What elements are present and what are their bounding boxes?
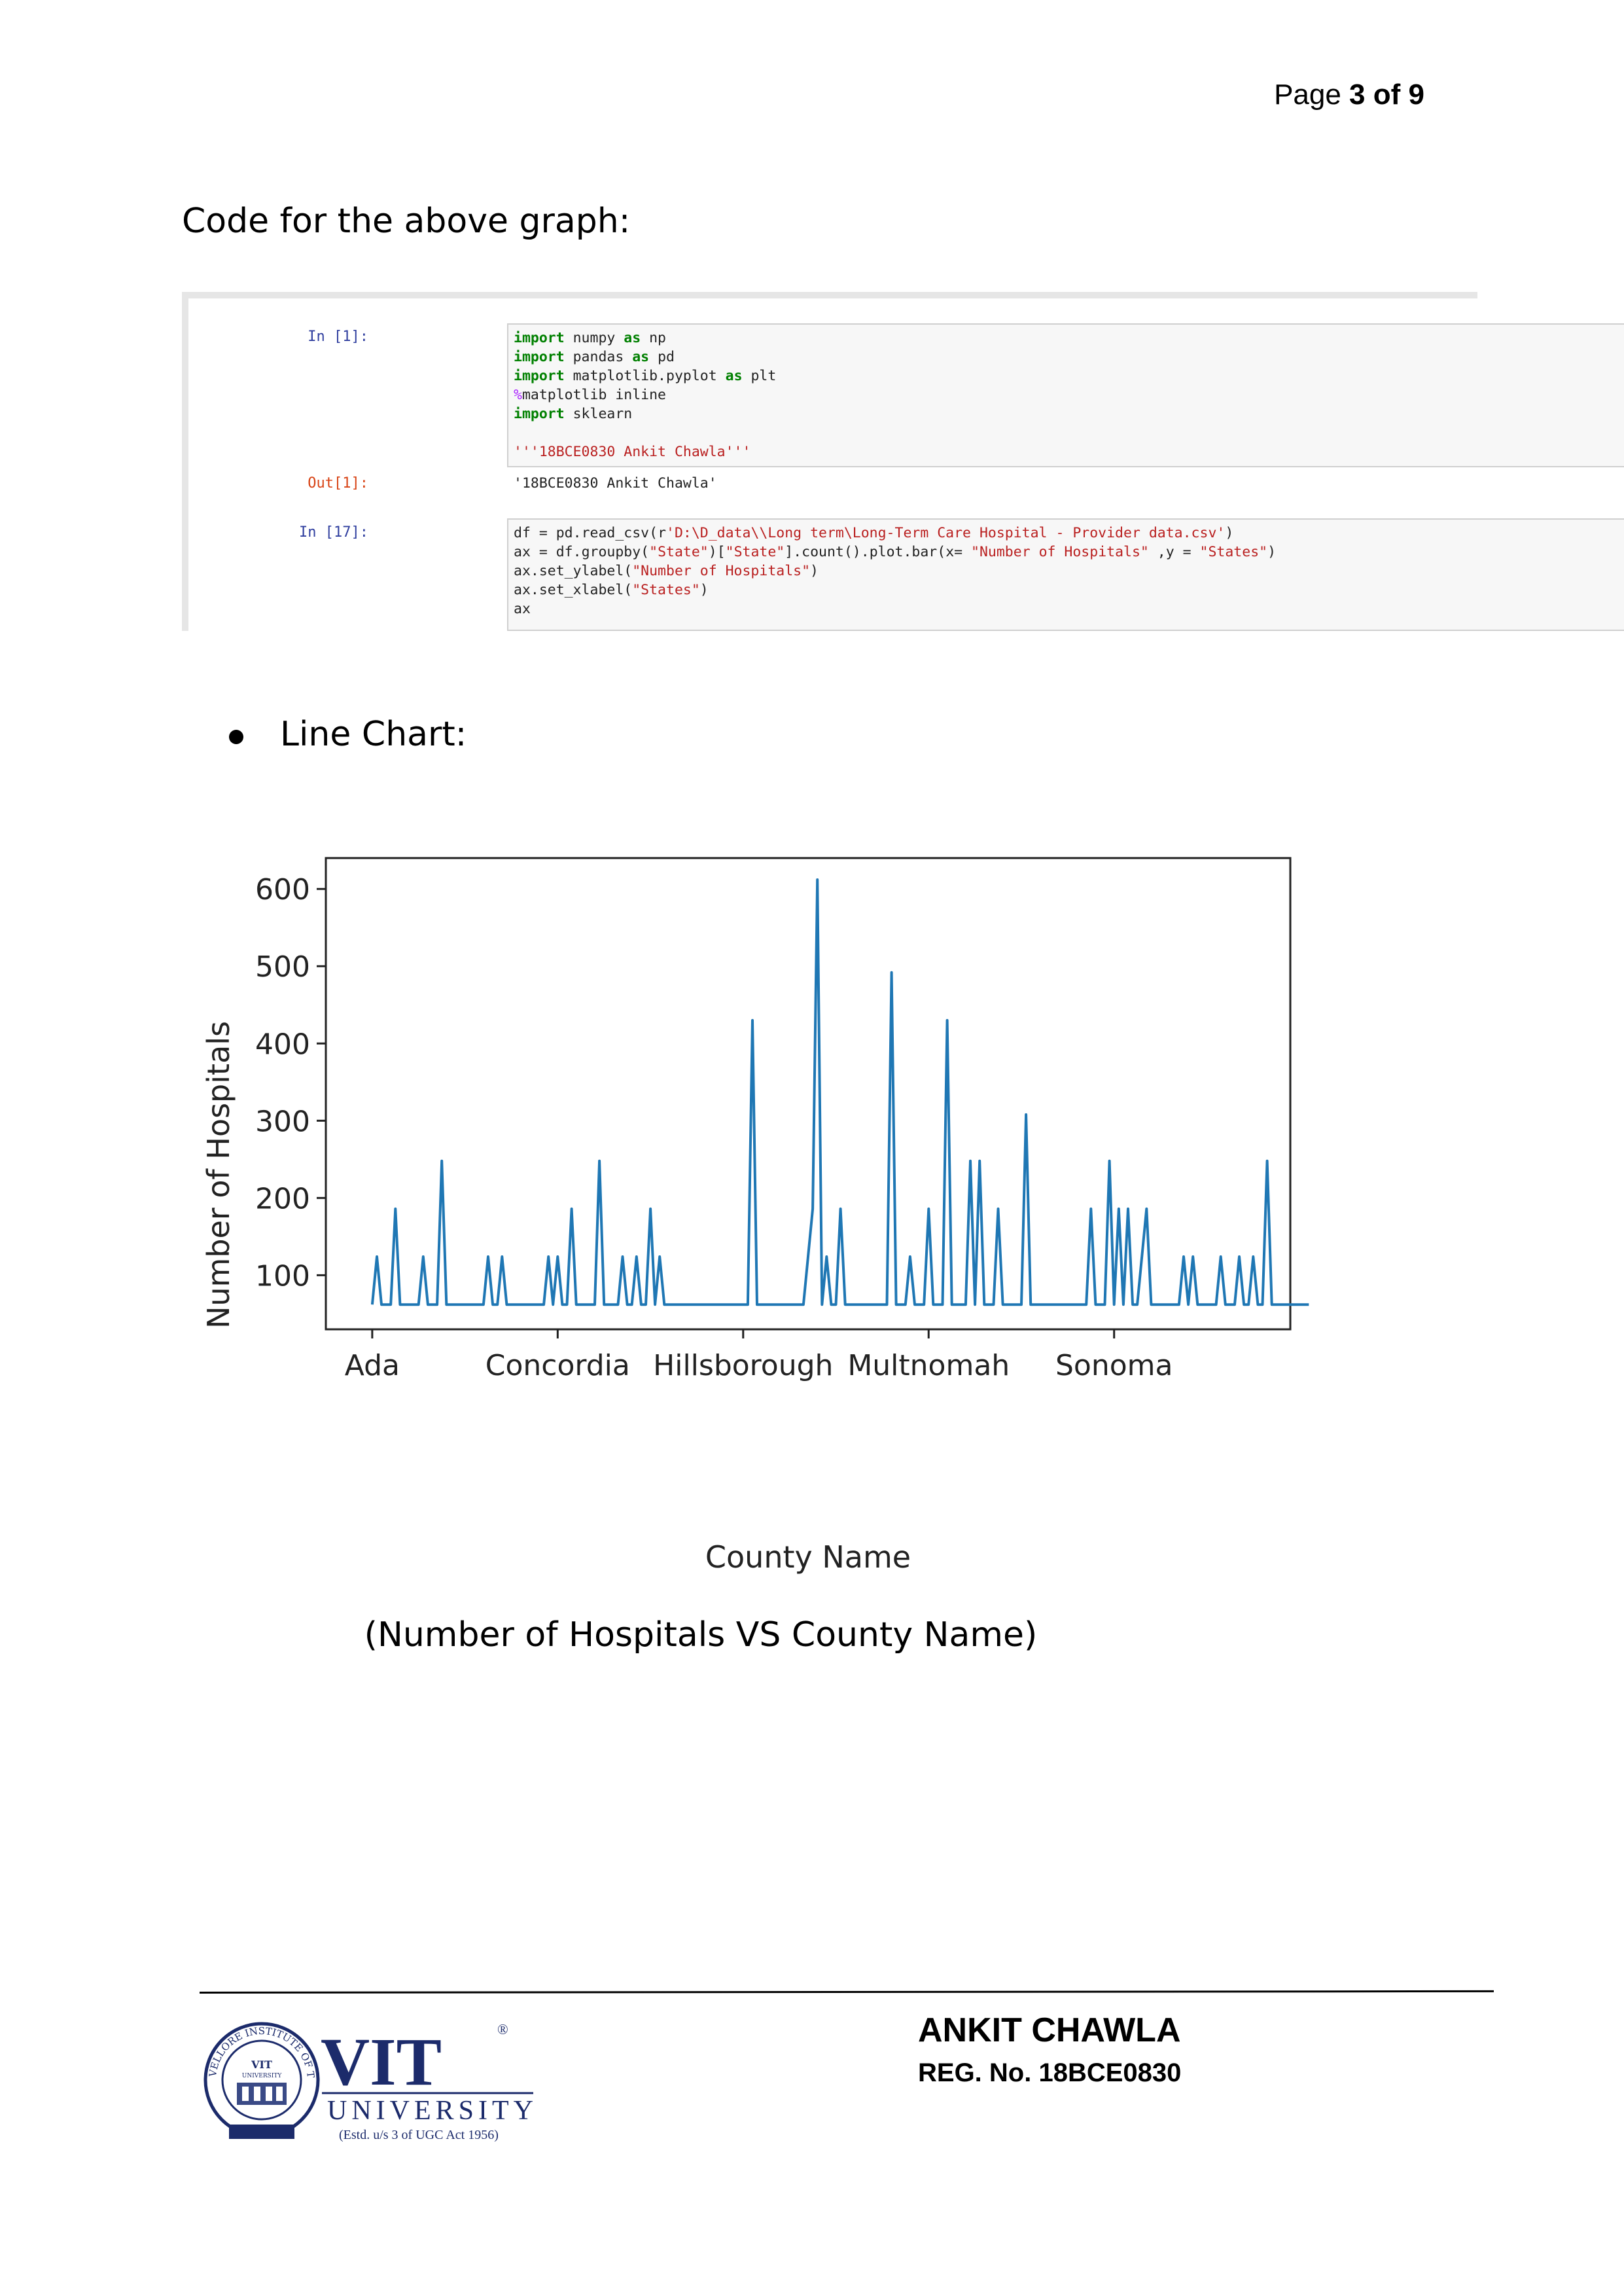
code-token: ) bbox=[699, 582, 709, 598]
code-token: "Number of Hospitals" bbox=[632, 563, 811, 579]
cell1-prompt: In [1]: bbox=[308, 329, 368, 345]
series-line bbox=[370, 878, 1309, 1306]
code-token: = bbox=[538, 544, 548, 560]
code-token: as bbox=[725, 368, 743, 384]
out1-text: '18BCE0830 Ankit Chawla' bbox=[514, 475, 717, 492]
y-tick-label: 200 bbox=[255, 1182, 310, 1215]
code-token: "States" bbox=[1199, 544, 1268, 560]
code-token: "State" bbox=[725, 544, 785, 560]
code-token: ax bbox=[514, 544, 539, 560]
code-token: "Number of Hospitals" bbox=[971, 544, 1149, 560]
x-tick-label: Ada bbox=[345, 1349, 400, 1382]
y-tick-label: 600 bbox=[255, 873, 310, 906]
x-tick-label: Concordia bbox=[485, 1349, 630, 1382]
code-token: )[ bbox=[708, 544, 726, 560]
code-line: import sklearn bbox=[514, 404, 632, 423]
y-tick-label: 100 bbox=[255, 1259, 310, 1293]
page-number: Page 3 of 9 bbox=[1274, 79, 1424, 111]
code-cell-1: import numpy as np import pandas as pd imp… bbox=[507, 323, 1624, 467]
code-token: % bbox=[514, 387, 522, 403]
code-token: ax.set_xlabel( bbox=[514, 582, 633, 598]
out1-prompt: Out[1]: bbox=[308, 475, 368, 492]
line-chart-svg: 100 200 300 400 500 600 Ada Concordia Hillsboro… bbox=[201, 857, 1309, 1575]
vit-logo-svg: VELLORE INSTITUTE OF TECHNOLOGY VIT UNIV… bbox=[198, 2005, 538, 2142]
code-line: %matplotlib inline bbox=[514, 386, 666, 404]
y-tick-label: 300 bbox=[255, 1105, 310, 1138]
code-line: import matplotlib.pyplot as plt bbox=[514, 367, 776, 386]
code-token: ) bbox=[810, 563, 819, 579]
code-line: ax.set_ylabel("Number of Hospitals") bbox=[514, 562, 819, 581]
code-token: ].count().plot.bar(x= bbox=[785, 544, 972, 560]
code-token: = bbox=[538, 525, 548, 541]
code-token: df.groupby( bbox=[547, 544, 650, 560]
figure-caption: (Number of Hospitals VS County Name) bbox=[0, 1615, 1624, 1655]
code-token: plt bbox=[742, 368, 777, 384]
code-token: ) bbox=[1225, 525, 1234, 541]
code-token: as bbox=[632, 349, 650, 365]
code-token: ) bbox=[1267, 544, 1277, 560]
code-line: ax.set_xlabel("States") bbox=[514, 581, 709, 600]
bullet-dot bbox=[229, 730, 243, 744]
code-cell-2: df = pd.read_csv(r'D:\D_data\\Long term\… bbox=[507, 518, 1624, 631]
x-tick-label: Multnomah bbox=[847, 1349, 1010, 1382]
code-token: ax.set_ylabel( bbox=[514, 563, 633, 579]
code-token: ,y = bbox=[1148, 544, 1200, 560]
code-line: '''18BCE0830 Ankit Chawla''' bbox=[514, 442, 750, 461]
x-axis-label: County Name bbox=[705, 1539, 911, 1575]
page-total: 9 bbox=[1408, 79, 1424, 111]
code-token: ax bbox=[514, 601, 531, 617]
code-token: numpy bbox=[564, 330, 624, 346]
code-token: import bbox=[514, 330, 565, 346]
logo-estd: (Estd. u/s 3 of UGC Act 1956) bbox=[339, 2128, 499, 2142]
code-line: ax bbox=[514, 600, 531, 619]
code-token: '''18BCE0830 Ankit Chawla''' bbox=[514, 444, 751, 460]
vit-seal-icon: VELLORE INSTITUTE OF TECHNOLOGY VIT UNIV… bbox=[198, 2005, 320, 2139]
logo-university-wordmark: UNIVERSITY bbox=[327, 2096, 538, 2126]
code-token: "State" bbox=[649, 544, 709, 560]
code-line: import numpy as np bbox=[514, 329, 666, 348]
author-name: ANKIT CHAWLA bbox=[918, 2011, 1181, 2049]
logo-vit-wordmark: VIT bbox=[321, 2024, 442, 2100]
code-token: as bbox=[624, 330, 641, 346]
page-of: of bbox=[1365, 79, 1409, 111]
caption-text: (Number of Hospitals VS County Name) bbox=[364, 1615, 1038, 1655]
seal-inner-vit: VIT bbox=[251, 2058, 272, 2071]
vit-university-logo: VELLORE INSTITUTE OF TECHNOLOGY VIT UNIV… bbox=[198, 2005, 550, 2149]
code-token: sklearn bbox=[564, 406, 633, 422]
y-tick-label: 500 bbox=[255, 950, 310, 984]
x-axis: Ada Concordia Hillsborough Multnomah Sonoma bbox=[345, 1329, 1173, 1382]
seal-inner-university: UNIVERSITY bbox=[242, 2073, 283, 2079]
code-heading: Code for the above graph: bbox=[182, 202, 631, 241]
code-line: ax = df.groupby("State")["State"].count(… bbox=[514, 543, 1276, 562]
code-token: df bbox=[514, 525, 539, 541]
code-line: import pandas as pd bbox=[514, 348, 675, 367]
page-prefix: Page bbox=[1274, 79, 1350, 111]
line-chart: 100 200 300 400 500 600 Ada Concordia Hillsboro… bbox=[196, 851, 1322, 1594]
code-token: pd bbox=[649, 349, 675, 365]
cell2-prompt: In [17]: bbox=[299, 524, 368, 541]
code-token: 'D:\D_data\\Long term\Long-Term Care Hos… bbox=[666, 525, 1226, 541]
logo-registered-mark: ® bbox=[497, 2021, 508, 2037]
code-token: np bbox=[641, 330, 667, 346]
notebook-screenshot: In [1]: import numpy as np import pandas … bbox=[182, 292, 1624, 631]
code-token: "States" bbox=[632, 582, 700, 598]
registration-number: REG. No. 18BCE0830 bbox=[918, 2058, 1182, 2087]
y-axis-label: Number of Hospitals bbox=[201, 1021, 236, 1329]
footer-divider bbox=[199, 1990, 1494, 1994]
x-tick-label: Sonoma bbox=[1055, 1349, 1173, 1382]
y-tick-label: 400 bbox=[255, 1028, 310, 1061]
code-token: import bbox=[514, 368, 565, 384]
code-token: pandas bbox=[564, 349, 633, 365]
code-line: df = pd.read_csv(r'D:\D_data\\Long term\… bbox=[514, 524, 1233, 543]
page-current: 3 bbox=[1349, 79, 1366, 111]
code-token: matplotlib inline bbox=[521, 387, 667, 403]
x-tick-label: Hillsborough bbox=[653, 1349, 833, 1382]
bullet-label: Line Chart: bbox=[280, 715, 467, 754]
code-token: pd.read_csv(r bbox=[547, 525, 667, 541]
code-token: matplotlib.pyplot bbox=[564, 368, 726, 384]
y-axis: 100 200 300 400 500 600 bbox=[255, 873, 326, 1293]
code-token: import bbox=[514, 406, 565, 422]
code-token: import bbox=[514, 349, 565, 365]
